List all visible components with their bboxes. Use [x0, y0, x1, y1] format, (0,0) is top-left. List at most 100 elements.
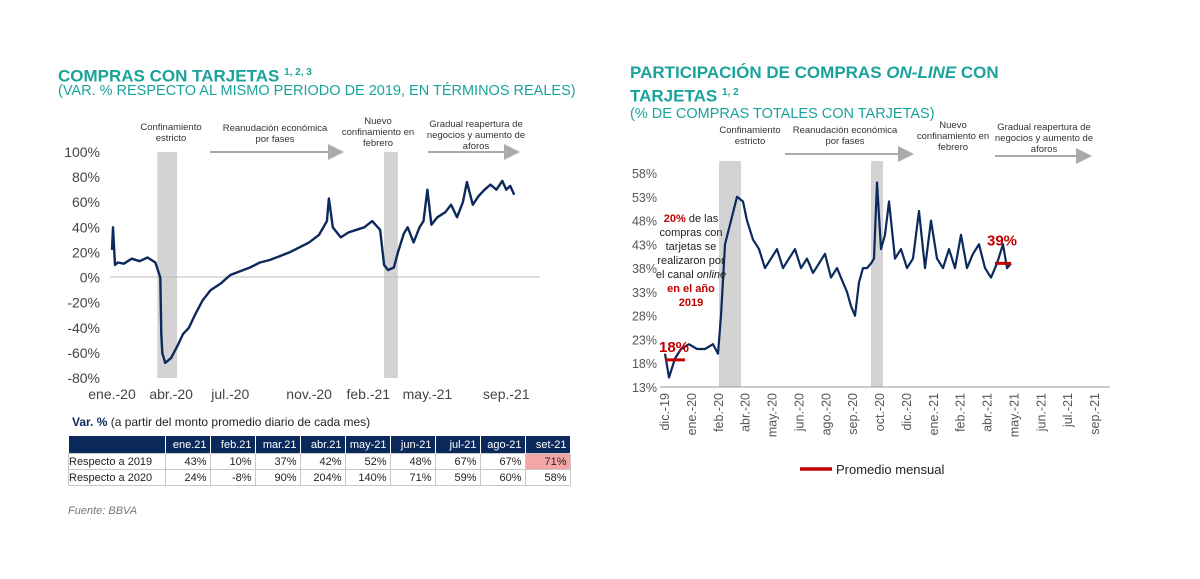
x-tick-label: may.-21	[403, 386, 453, 402]
table-row-label: Respecto a 2019	[68, 453, 166, 470]
shaded-period	[719, 161, 741, 387]
table-cell: 140%	[344, 469, 391, 486]
right-annotation-gradual-reapertura: Gradual reapertura de negocios y aumento …	[995, 122, 1093, 155]
left-chart-subtitle: (VAR. % RESPECTO AL MISMO PERIODO DE 201…	[58, 83, 576, 99]
right-series-line	[663, 181, 1012, 379]
table-row-label: Respecto a 2020	[68, 469, 166, 486]
shaded-period	[157, 152, 178, 378]
table-cell: 204%	[299, 469, 346, 486]
table-cell: 67%	[434, 453, 481, 470]
table-header: may-21	[345, 436, 391, 454]
svg-text:tarjetas se: tarjetas se	[666, 241, 717, 253]
source-note: Fuente: BBVA	[68, 505, 138, 517]
y-tick-label: 58%	[632, 167, 657, 181]
y-tick-label: -80%	[67, 370, 100, 386]
table-cell-highlighted: 71%	[524, 453, 571, 470]
online-2019-note: 20% de las compras con tarjetas se reali…	[656, 213, 726, 309]
left-annotation-nuevo-confinamiento: Nuevo confinamiento en febrero	[342, 116, 414, 149]
svg-text:20% de las: 20% de las	[664, 213, 719, 225]
right-chart-title: PARTICIPACIÓN DE COMPRAS ON-LINE CON TARJ…	[630, 63, 999, 106]
table-cell: 59%	[434, 469, 481, 486]
table-cell: 71%	[389, 469, 436, 486]
left-line-chart: -80% -60% -40% -20% 0% 20% 40% 60% 80% 100% ene.-…	[64, 116, 540, 402]
x-tick-label: ene.-21	[927, 393, 941, 435]
x-tick-label: dic.-20	[900, 393, 914, 431]
x-tick-label: jul.-20	[210, 386, 249, 402]
table-cell: 90%	[254, 469, 301, 486]
y-tick-label: 20%	[72, 244, 100, 260]
table-header: set-21	[525, 436, 571, 454]
shaded-period	[384, 152, 398, 378]
table-cell: 42%	[299, 453, 346, 470]
y-tick-label: 18%	[632, 357, 657, 371]
table-cell: 24%	[164, 469, 211, 486]
right-chart-subtitle: (% DE COMPRAS TOTALES CON TARJETAS)	[630, 106, 935, 122]
table-header: ene.21	[165, 436, 211, 454]
y-tick-label: 48%	[632, 215, 657, 229]
x-tick-label: jun.-21	[1034, 393, 1048, 432]
table-row: Respecto a 2020 24% -8% 90% 204% 140% 71…	[68, 469, 571, 486]
table-header: abr.21	[300, 436, 346, 454]
y-tick-label: 40%	[72, 219, 100, 235]
x-tick-label: may.-20	[766, 393, 780, 437]
right-line-chart: 13%18%23%28%33%38%43%48%53%58% dic.-19 en…	[632, 120, 1110, 477]
y-tick-label: -60%	[67, 345, 100, 361]
svg-text:el canal online: el canal online	[656, 269, 726, 281]
x-tick-label: jul.-21	[1061, 393, 1075, 428]
y-tick-label: 100%	[64, 144, 100, 160]
x-tick-label: sep.-21	[483, 386, 530, 402]
y-tick-label: 60%	[72, 194, 100, 210]
label-18-percent: 18%	[659, 339, 689, 356]
svg-text:compras con: compras con	[660, 227, 723, 239]
svg-text:realizaron por: realizaron por	[657, 255, 725, 267]
table-header: ago-21	[480, 436, 526, 454]
y-tick-label: 13%	[632, 381, 657, 395]
x-tick-label: nov.-20	[286, 386, 332, 402]
right-annotation-nuevo-confinamiento: Nuevo confinamiento en febrero	[917, 120, 989, 153]
y-tick-label: 43%	[632, 238, 657, 252]
left-series-line	[110, 179, 516, 365]
table-cell: 60%	[479, 469, 526, 486]
right-annotation-confinamiento: Confinamiento estricto	[719, 125, 780, 147]
table-cell: 37%	[254, 453, 301, 470]
x-tick-label: sep.-21	[1088, 393, 1102, 435]
y-tick-label: 53%	[632, 191, 657, 205]
x-tick-label: ene.-20	[685, 393, 699, 435]
table-cell: 48%	[389, 453, 436, 470]
table-header: feb.21	[210, 436, 256, 454]
x-tick-label: abr.-21	[981, 393, 995, 432]
left-annotation-confinamiento: Confinamiento estricto	[140, 122, 201, 144]
y-tick-label: 23%	[632, 333, 657, 347]
left-annotation-reanudacion: Reanudación económica por fases	[223, 123, 328, 145]
table-cell: 67%	[479, 453, 526, 470]
table-header-row: ene.21 feb.21 mar.21 abr.21 may-21 jun-2…	[68, 436, 571, 454]
x-tick-label: abr.-20	[149, 386, 193, 402]
y-tick-label: 38%	[632, 262, 657, 276]
table-row: Respecto a 2019 43% 10% 37% 42% 52% 48% …	[68, 453, 571, 470]
table-cell: 43%	[164, 453, 211, 470]
x-tick-label: feb.-21	[346, 386, 390, 402]
x-tick-label: feb.-21	[954, 393, 968, 432]
table-corner	[68, 436, 166, 454]
svg-text:2019: 2019	[679, 297, 703, 309]
legend-label: Promedio mensual	[836, 462, 944, 477]
table-cell: -8%	[209, 469, 256, 486]
table-header: mar.21	[255, 436, 301, 454]
x-tick-label: may.-21	[1007, 393, 1021, 437]
x-tick-label: sep.-20	[846, 393, 860, 435]
y-tick-label: 33%	[632, 286, 657, 300]
table-title: Var. % (a partir del monto promedio diar…	[72, 415, 371, 429]
table-header: jun-21	[390, 436, 436, 454]
right-annotation-reanudacion: Reanudación económica por fases	[793, 125, 898, 147]
table-cell: 10%	[209, 453, 256, 470]
left-annotation-gradual-reapertura: Gradual reapertura de negocios y aumento …	[427, 119, 525, 152]
table-header: jul-21	[435, 436, 481, 454]
table-cell: 58%	[524, 469, 571, 486]
left-chart-title: COMPRAS CON TARJETAS 1, 2, 3	[58, 66, 312, 86]
y-tick-label: 80%	[72, 169, 100, 185]
label-39-percent: 39%	[987, 232, 1017, 249]
y-tick-label: -20%	[67, 295, 100, 311]
y-tick-label: 28%	[632, 310, 657, 324]
x-tick-label: abr.-20	[739, 393, 753, 432]
